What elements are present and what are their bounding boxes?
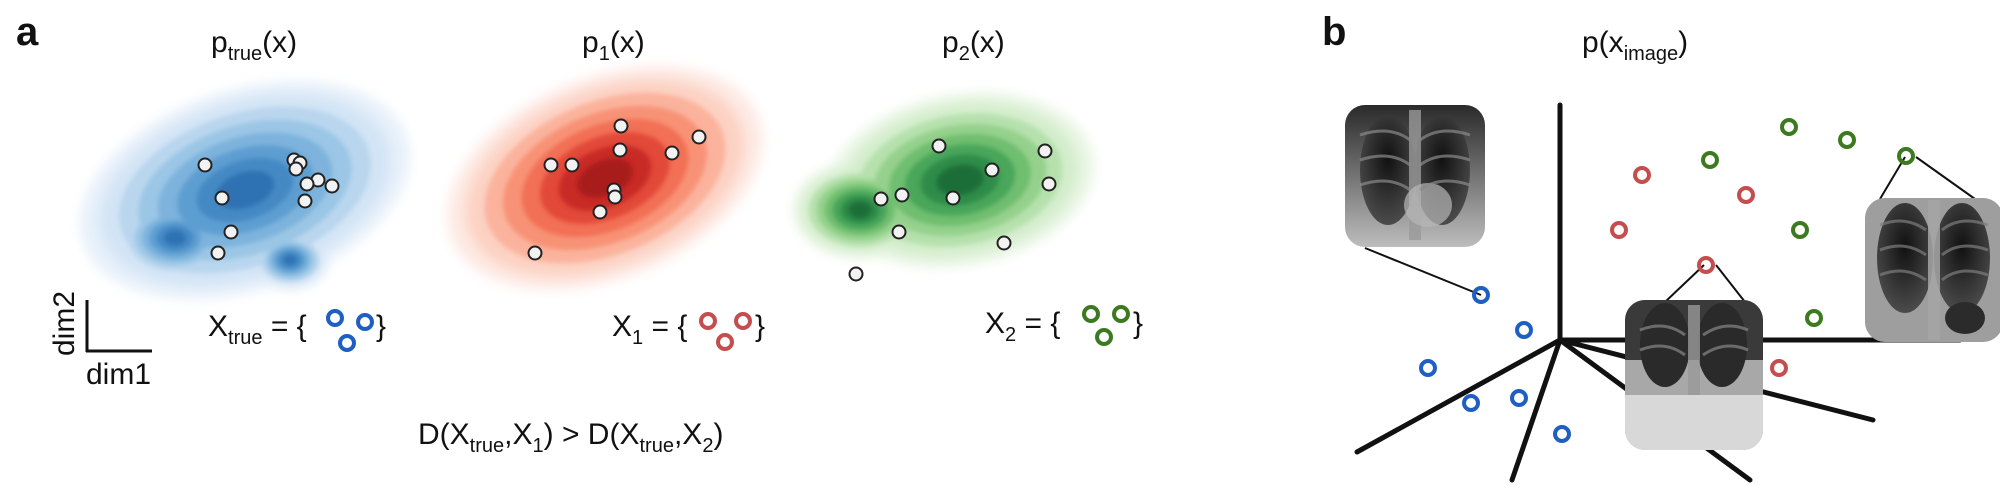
title-p-image: p(ximage) xyxy=(1582,26,1688,65)
chest-xray-thumbnail-blue-point xyxy=(1345,105,1485,247)
set2-point xyxy=(1897,147,1915,165)
axis-y-label: dim2 xyxy=(48,291,81,356)
set-2-ring-3 xyxy=(1095,328,1113,346)
panel-a-letter: a xyxy=(16,10,39,54)
sample-point xyxy=(543,157,559,173)
chest-xray-thumbnail-green-point xyxy=(1865,198,2000,342)
title-p-true: ptrue(x) xyxy=(211,26,297,65)
sample-point xyxy=(664,145,680,161)
chest-xray-thumbnail-red-point xyxy=(1625,300,1763,450)
sample-point xyxy=(299,176,315,192)
embedding-points-true xyxy=(1419,286,1571,443)
sample-point xyxy=(324,178,340,194)
panel-b-letter: b xyxy=(1322,10,1346,54)
set2-point xyxy=(1791,221,1809,239)
sample-point xyxy=(612,142,628,158)
set-label-2: X2 = { } xyxy=(985,305,1143,346)
set2-point xyxy=(1780,118,1798,136)
sample-point xyxy=(931,138,947,154)
svg-text:}: } xyxy=(755,310,765,343)
sample-point xyxy=(223,224,239,240)
embedding-points-set1 xyxy=(1610,166,1788,377)
set-1-ring-3 xyxy=(716,333,734,351)
sample-point xyxy=(613,118,629,134)
set1-point xyxy=(1633,166,1651,184)
sample-point xyxy=(214,190,230,206)
samples-p2 xyxy=(848,138,1057,282)
svg-text:}: } xyxy=(1133,307,1143,340)
sample-point xyxy=(891,224,907,240)
set-true-ring-2 xyxy=(356,313,374,331)
embedding-points-set2 xyxy=(1701,118,1915,327)
axis-indicator: dim1 dim2 xyxy=(48,291,152,391)
distance-inequality: D(Xtrue,X1) > D(Xtrue,X2) xyxy=(418,418,723,457)
density-level xyxy=(848,164,984,219)
set1-point xyxy=(1737,186,1755,204)
sample-point xyxy=(984,162,1000,178)
sample-point xyxy=(996,235,1012,251)
set-label-1: X1 = { } xyxy=(612,310,765,351)
sample-point xyxy=(848,266,864,282)
sample-point xyxy=(607,189,623,205)
density-level xyxy=(164,170,297,266)
sample-point xyxy=(297,193,313,209)
set-1-ring-1 xyxy=(699,312,717,330)
set2-point xyxy=(1838,131,1856,149)
sample-point xyxy=(592,204,608,220)
true-point xyxy=(1515,321,1533,339)
thumbnail-connectors xyxy=(1364,156,1976,303)
set2-point xyxy=(1805,309,1823,327)
set1-point xyxy=(1770,359,1788,377)
set1-point xyxy=(1610,221,1628,239)
sample-point xyxy=(691,129,707,145)
sample-point xyxy=(527,245,543,261)
samples-p1 xyxy=(527,118,707,261)
set-true-ring-1 xyxy=(326,309,344,327)
set-2-ring-2 xyxy=(1112,305,1130,323)
set-2-ring-1 xyxy=(1082,305,1100,323)
sample-point xyxy=(873,191,889,207)
true-point xyxy=(1419,359,1437,377)
sample-point xyxy=(1041,176,1057,192)
axis-x-label: dim1 xyxy=(86,358,151,391)
sample-point xyxy=(210,245,226,261)
set-1-ring-2 xyxy=(734,312,752,330)
sample-point xyxy=(1037,143,1053,159)
sample-point xyxy=(197,157,213,173)
sample-point xyxy=(288,161,304,177)
sample-point xyxy=(894,187,910,203)
set-true-ring-3 xyxy=(338,334,356,352)
density-p-true xyxy=(80,81,410,299)
true-point xyxy=(1472,286,1490,304)
density-p1 xyxy=(447,66,763,290)
set-label-true: Xtrue = { } xyxy=(208,309,386,352)
density-p2 xyxy=(793,93,1094,267)
svg-text:Xtrue = {: Xtrue = { xyxy=(208,310,307,349)
samples-p-true xyxy=(197,152,340,261)
true-point xyxy=(1510,389,1528,407)
svg-text:X2 = {: X2 = { xyxy=(985,307,1060,346)
title-p1: p1(x) xyxy=(582,26,645,65)
title-p2: p2(x) xyxy=(942,26,1005,65)
sample-point xyxy=(945,190,961,206)
sample-point xyxy=(564,157,580,173)
svg-text:X1 = {: X1 = { xyxy=(612,310,687,349)
true-point xyxy=(1553,425,1571,443)
set1-point xyxy=(1697,256,1715,274)
true-point xyxy=(1462,394,1480,412)
set2-point xyxy=(1701,151,1719,169)
svg-text:}: } xyxy=(376,310,386,343)
